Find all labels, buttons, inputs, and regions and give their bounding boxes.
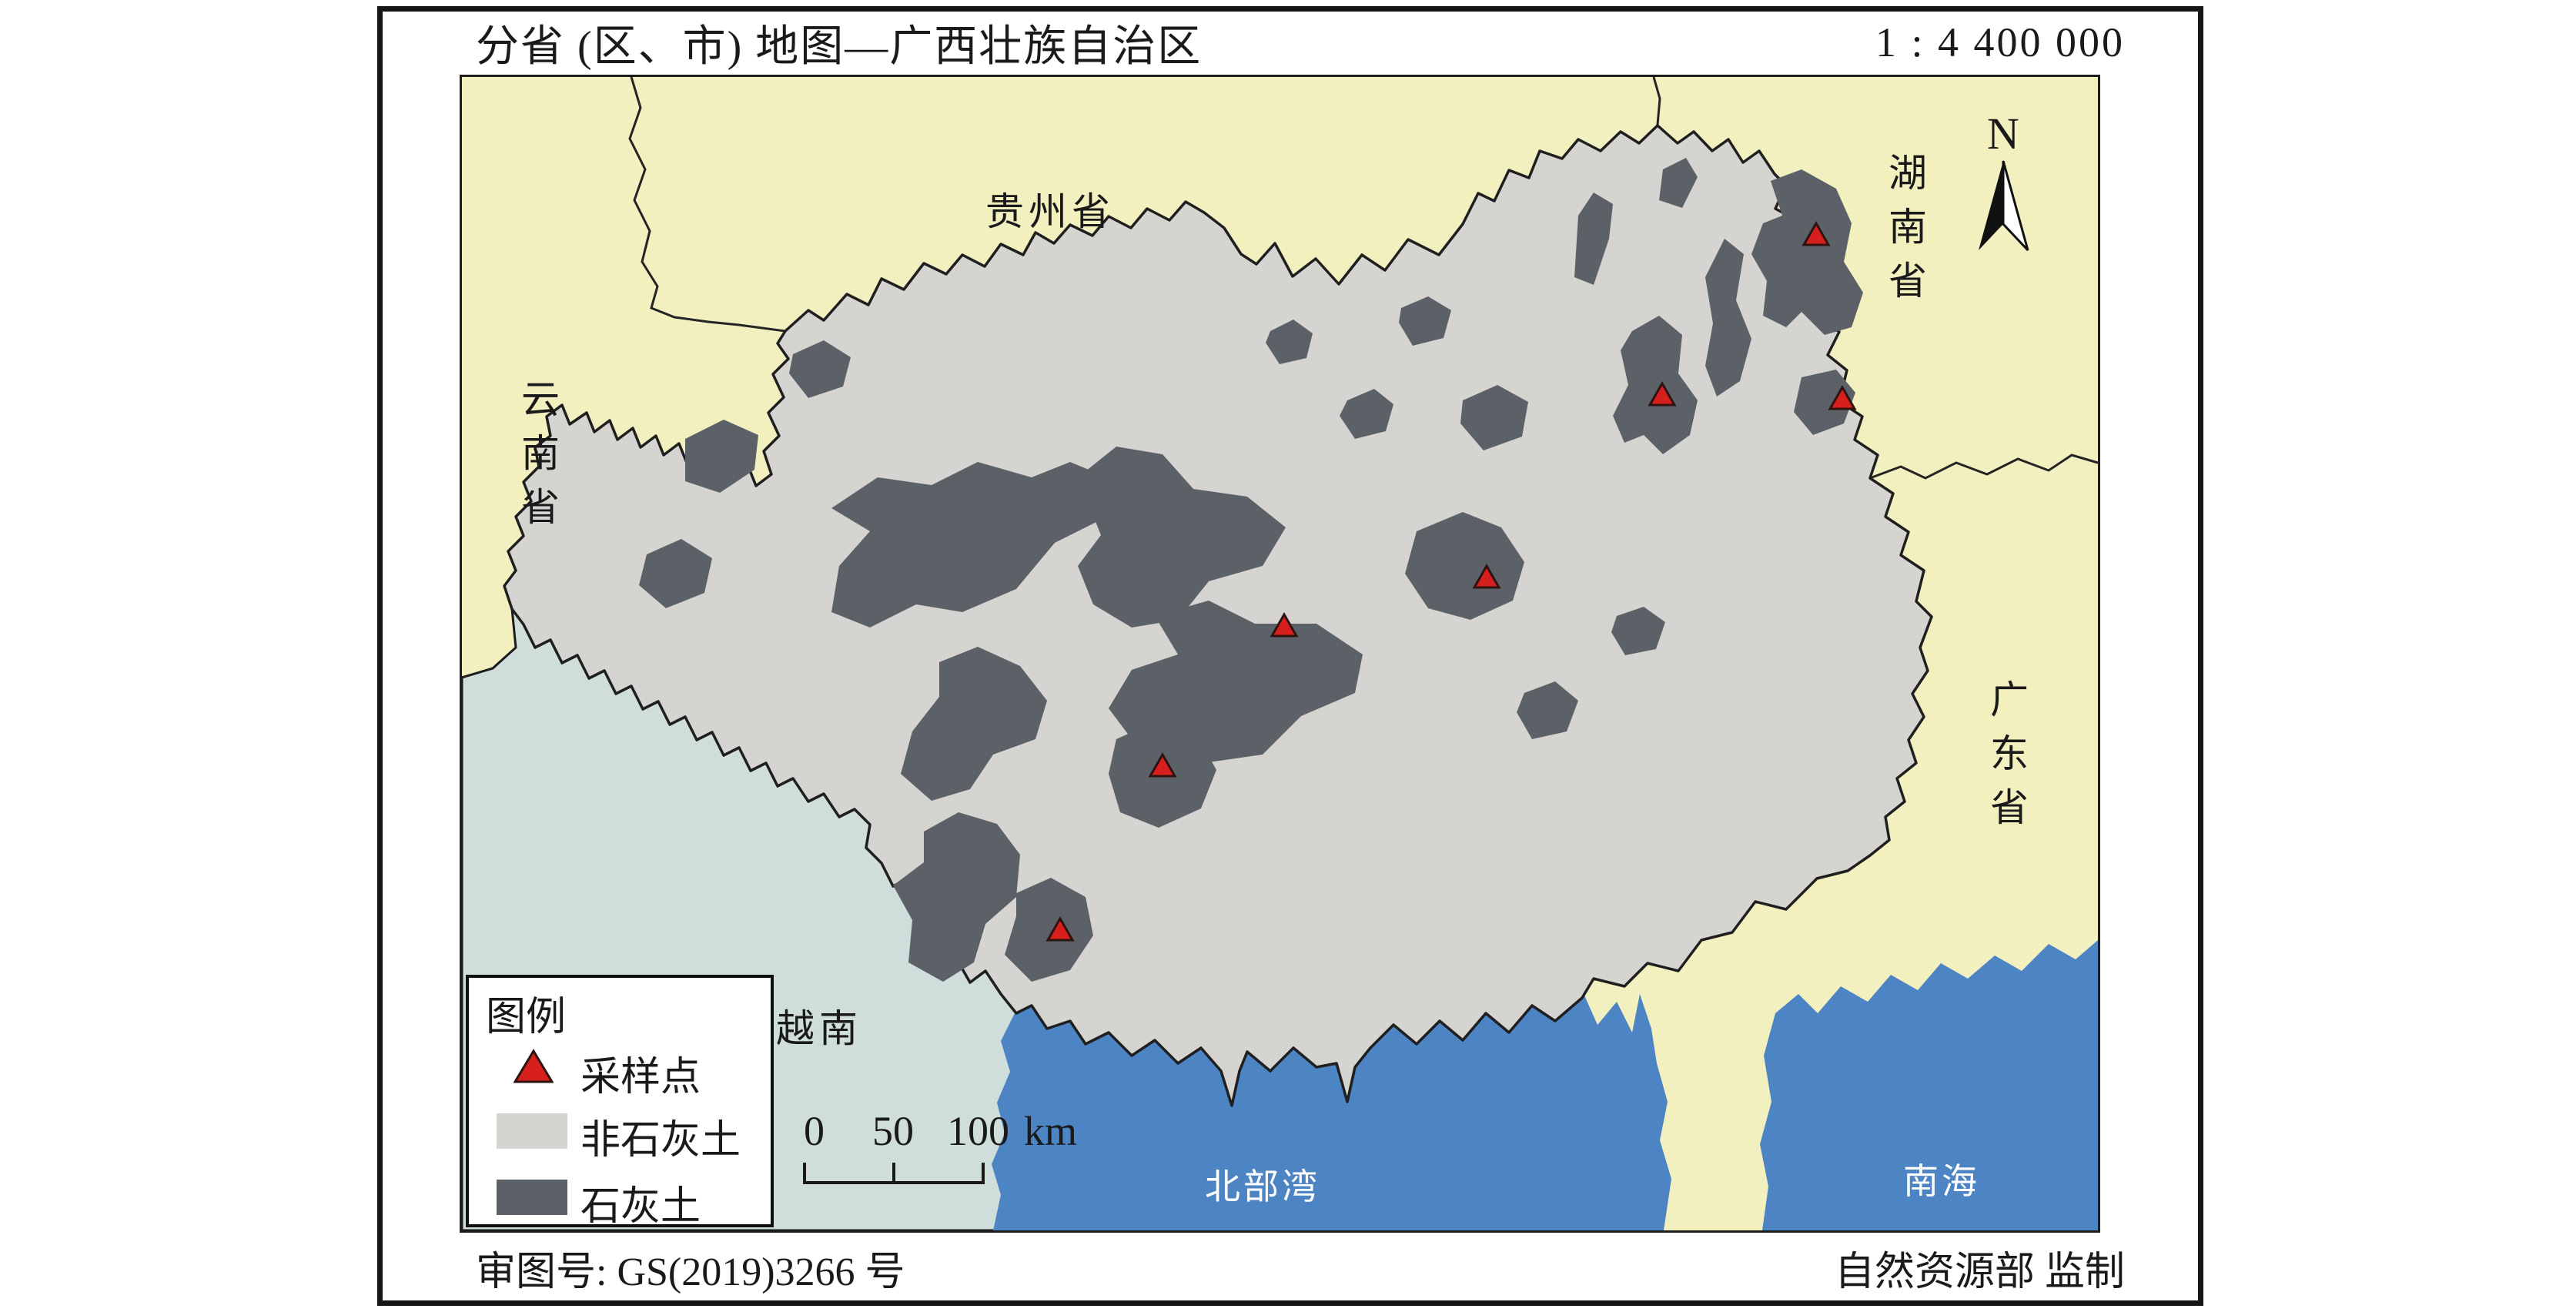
limestone-patch: [1517, 681, 1578, 739]
map-figure: 分省 (区、市) 地图—广西壮族自治区 1 : 4 400 000: [377, 6, 2203, 1306]
limestone-patch: [789, 340, 851, 398]
limestone-patch: [1611, 607, 1665, 655]
label-yunnan: 云南省: [516, 379, 559, 541]
scale-bar-tick-mark: [982, 1163, 985, 1184]
north-arrow-icon: [1979, 160, 2029, 252]
map-scale-ratio: 1 : 4 400 000: [1875, 19, 2125, 65]
limestone-patch: [1659, 158, 1698, 208]
scale-bar-tick-mark: [892, 1163, 895, 1184]
sampling-points: [1045, 220, 1857, 942]
title-row: 分省 (区、市) 地图—广西壮族自治区 1 : 4 400 000: [383, 12, 2198, 73]
limestone-karst-areas: [639, 158, 1863, 982]
sampling-point-marker: [1472, 563, 1501, 589]
label-beibu-gulf: 北部湾: [1205, 1167, 1320, 1207]
sampling-point-marker: [1648, 380, 1677, 407]
limestone-patch: [1794, 370, 1855, 435]
limestone-patch: [1705, 239, 1751, 397]
limestone-patch: [1751, 169, 1863, 335]
limestone-patch: [1340, 389, 1393, 439]
limestone-patch: [831, 462, 1116, 628]
sampling-point-marker: [1270, 611, 1299, 638]
limestone-patch: [893, 812, 1020, 982]
north-label: N: [1987, 109, 2019, 159]
limestone-patch: [1613, 316, 1698, 454]
scale-tick-100: 100: [947, 1108, 1009, 1154]
legend-triangle-icon: [514, 1049, 554, 1083]
province-border-yunnan-guizhou: [628, 77, 786, 333]
label-vietnam: 越南: [776, 1007, 862, 1050]
legend-swatch-limestone: [497, 1180, 567, 1215]
scale-unit: km: [1024, 1108, 1078, 1154]
sampling-point-marker: [1045, 915, 1075, 942]
north-indicator: N: [1957, 108, 2049, 253]
map-title: 分省 (区、市) 地图—广西壮族自治区: [476, 22, 1203, 71]
limestone-patch: [1109, 601, 1363, 762]
limestone-patch: [1460, 385, 1528, 450]
scale-tick-50: 50: [872, 1108, 914, 1154]
province-border-hunan-guangdong: [1869, 454, 2098, 480]
south-china-sea-area: [1760, 940, 2098, 1230]
scale-bar: 0 50 100 km: [770, 1107, 1124, 1192]
limestone-patch: [1399, 296, 1451, 346]
map-approval-number: 审图号: GS(2019)3266 号: [476, 1250, 905, 1294]
scale-bar-tick-mark: [803, 1163, 806, 1184]
legend-box: 图例 采样点 非石灰土 石灰土: [466, 975, 774, 1229]
limestone-patch: [901, 647, 1047, 801]
legend-item-non-limestone: 非石灰土: [580, 1119, 741, 1163]
scale-tick-0: 0: [804, 1108, 825, 1154]
limestone-patch: [1005, 878, 1093, 982]
sampling-point-marker: [1828, 384, 1857, 410]
label-south-china-sea: 南海: [1903, 1162, 1980, 1201]
caption-row: 审图号: GS(2019)3266 号 自然资源部 监制: [383, 1234, 2198, 1300]
scale-bar-baseline: [803, 1181, 985, 1184]
limestone-patch: [685, 420, 758, 493]
sampling-point-marker: [1148, 751, 1177, 778]
limestone-patch: [1405, 512, 1524, 620]
sampling-point-marker: [1802, 220, 1831, 246]
limestone-patch: [1078, 447, 1286, 628]
limestone-patch: [1266, 320, 1313, 364]
limestone-patch: [639, 539, 712, 608]
legend-swatch-non-limestone: [497, 1113, 567, 1149]
label-hunan: 湖南省: [1883, 152, 1926, 314]
label-guizhou: 贵州省: [985, 190, 1115, 233]
limestone-patch: [1574, 192, 1613, 285]
map-frame: 贵州省 云南省 湖南省 广东省 越南 北部湾 南海 N 图例 采样点 非石灰土 …: [460, 75, 2100, 1233]
label-guangdong: 广东省: [1985, 679, 2028, 841]
province-border-guizhou-hunan: [1652, 77, 1661, 126]
legend-item-sampling-point: 采样点: [580, 1056, 701, 1099]
legend-item-limestone: 石灰土: [580, 1185, 701, 1229]
legend-title: 图例: [486, 996, 567, 1039]
map-producer: 自然资源部 监制: [1834, 1250, 2125, 1294]
